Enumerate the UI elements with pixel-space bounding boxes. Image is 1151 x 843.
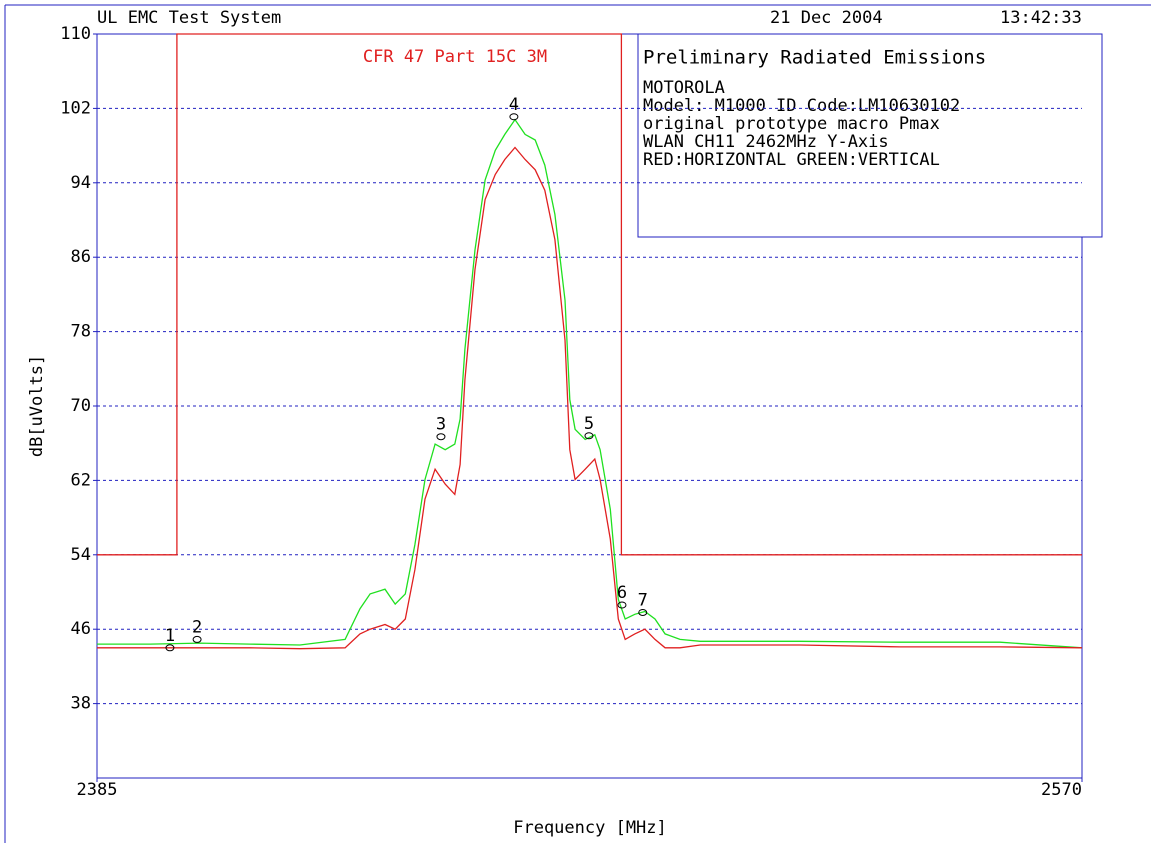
limit-line [97, 33, 1082, 556]
marker [638, 608, 648, 616]
y-tick-label: 70 [71, 396, 91, 416]
y-tick-label: 54 [71, 545, 91, 565]
marker [165, 644, 175, 652]
marker [436, 433, 446, 441]
header-time: 13:42:33 [1000, 8, 1082, 28]
info-line: original prototype macro Pmax [643, 114, 940, 134]
marker-label: 2 [192, 617, 202, 637]
marker [584, 432, 594, 440]
info-box [637, 33, 1103, 238]
y-tick-label: 94 [71, 173, 91, 193]
marker-label: 5 [584, 414, 594, 434]
x-axis-label: Frequency [MHz] [513, 818, 667, 838]
info-line: WLAN CH11 2462MHz Y-Axis [643, 132, 889, 152]
y-tick-label: 38 [71, 694, 91, 714]
y-tick-label: 62 [71, 470, 91, 490]
marker [192, 635, 202, 643]
header-left: UL EMC Test System [97, 8, 281, 28]
marker-label: 6 [617, 583, 627, 603]
limit-title: CFR 47 Part 15C 3M [363, 47, 547, 67]
header-date: 21 Dec 2004 [770, 8, 883, 28]
marker [509, 113, 519, 121]
y-tick-label: 102 [60, 98, 91, 118]
marker-label: 1 [165, 626, 175, 646]
trace [97, 118, 1083, 649]
y-tick-label: 110 [60, 24, 91, 44]
info-line: MOTOROLA [643, 78, 725, 98]
y-axis-label: dB[uVolts] [27, 355, 47, 457]
y-tick-label: 46 [71, 619, 91, 639]
y-tick-label: 86 [71, 247, 91, 267]
x-tick-label: 2385 [77, 780, 118, 800]
y-tick-label: 78 [71, 322, 91, 342]
info-line: Model: M1000 ID Code:LM10630102 [643, 96, 960, 116]
info-line: RED:HORIZONTAL GREEN:VERTICAL [643, 150, 940, 170]
marker-label: 4 [509, 95, 519, 115]
info-title: Preliminary Radiated Emissions [643, 47, 986, 69]
trace [97, 146, 1083, 650]
marker-label: 7 [638, 590, 648, 610]
marker [617, 601, 627, 609]
x-tick-label: 2570 [1041, 780, 1082, 800]
marker-label: 3 [436, 415, 446, 435]
